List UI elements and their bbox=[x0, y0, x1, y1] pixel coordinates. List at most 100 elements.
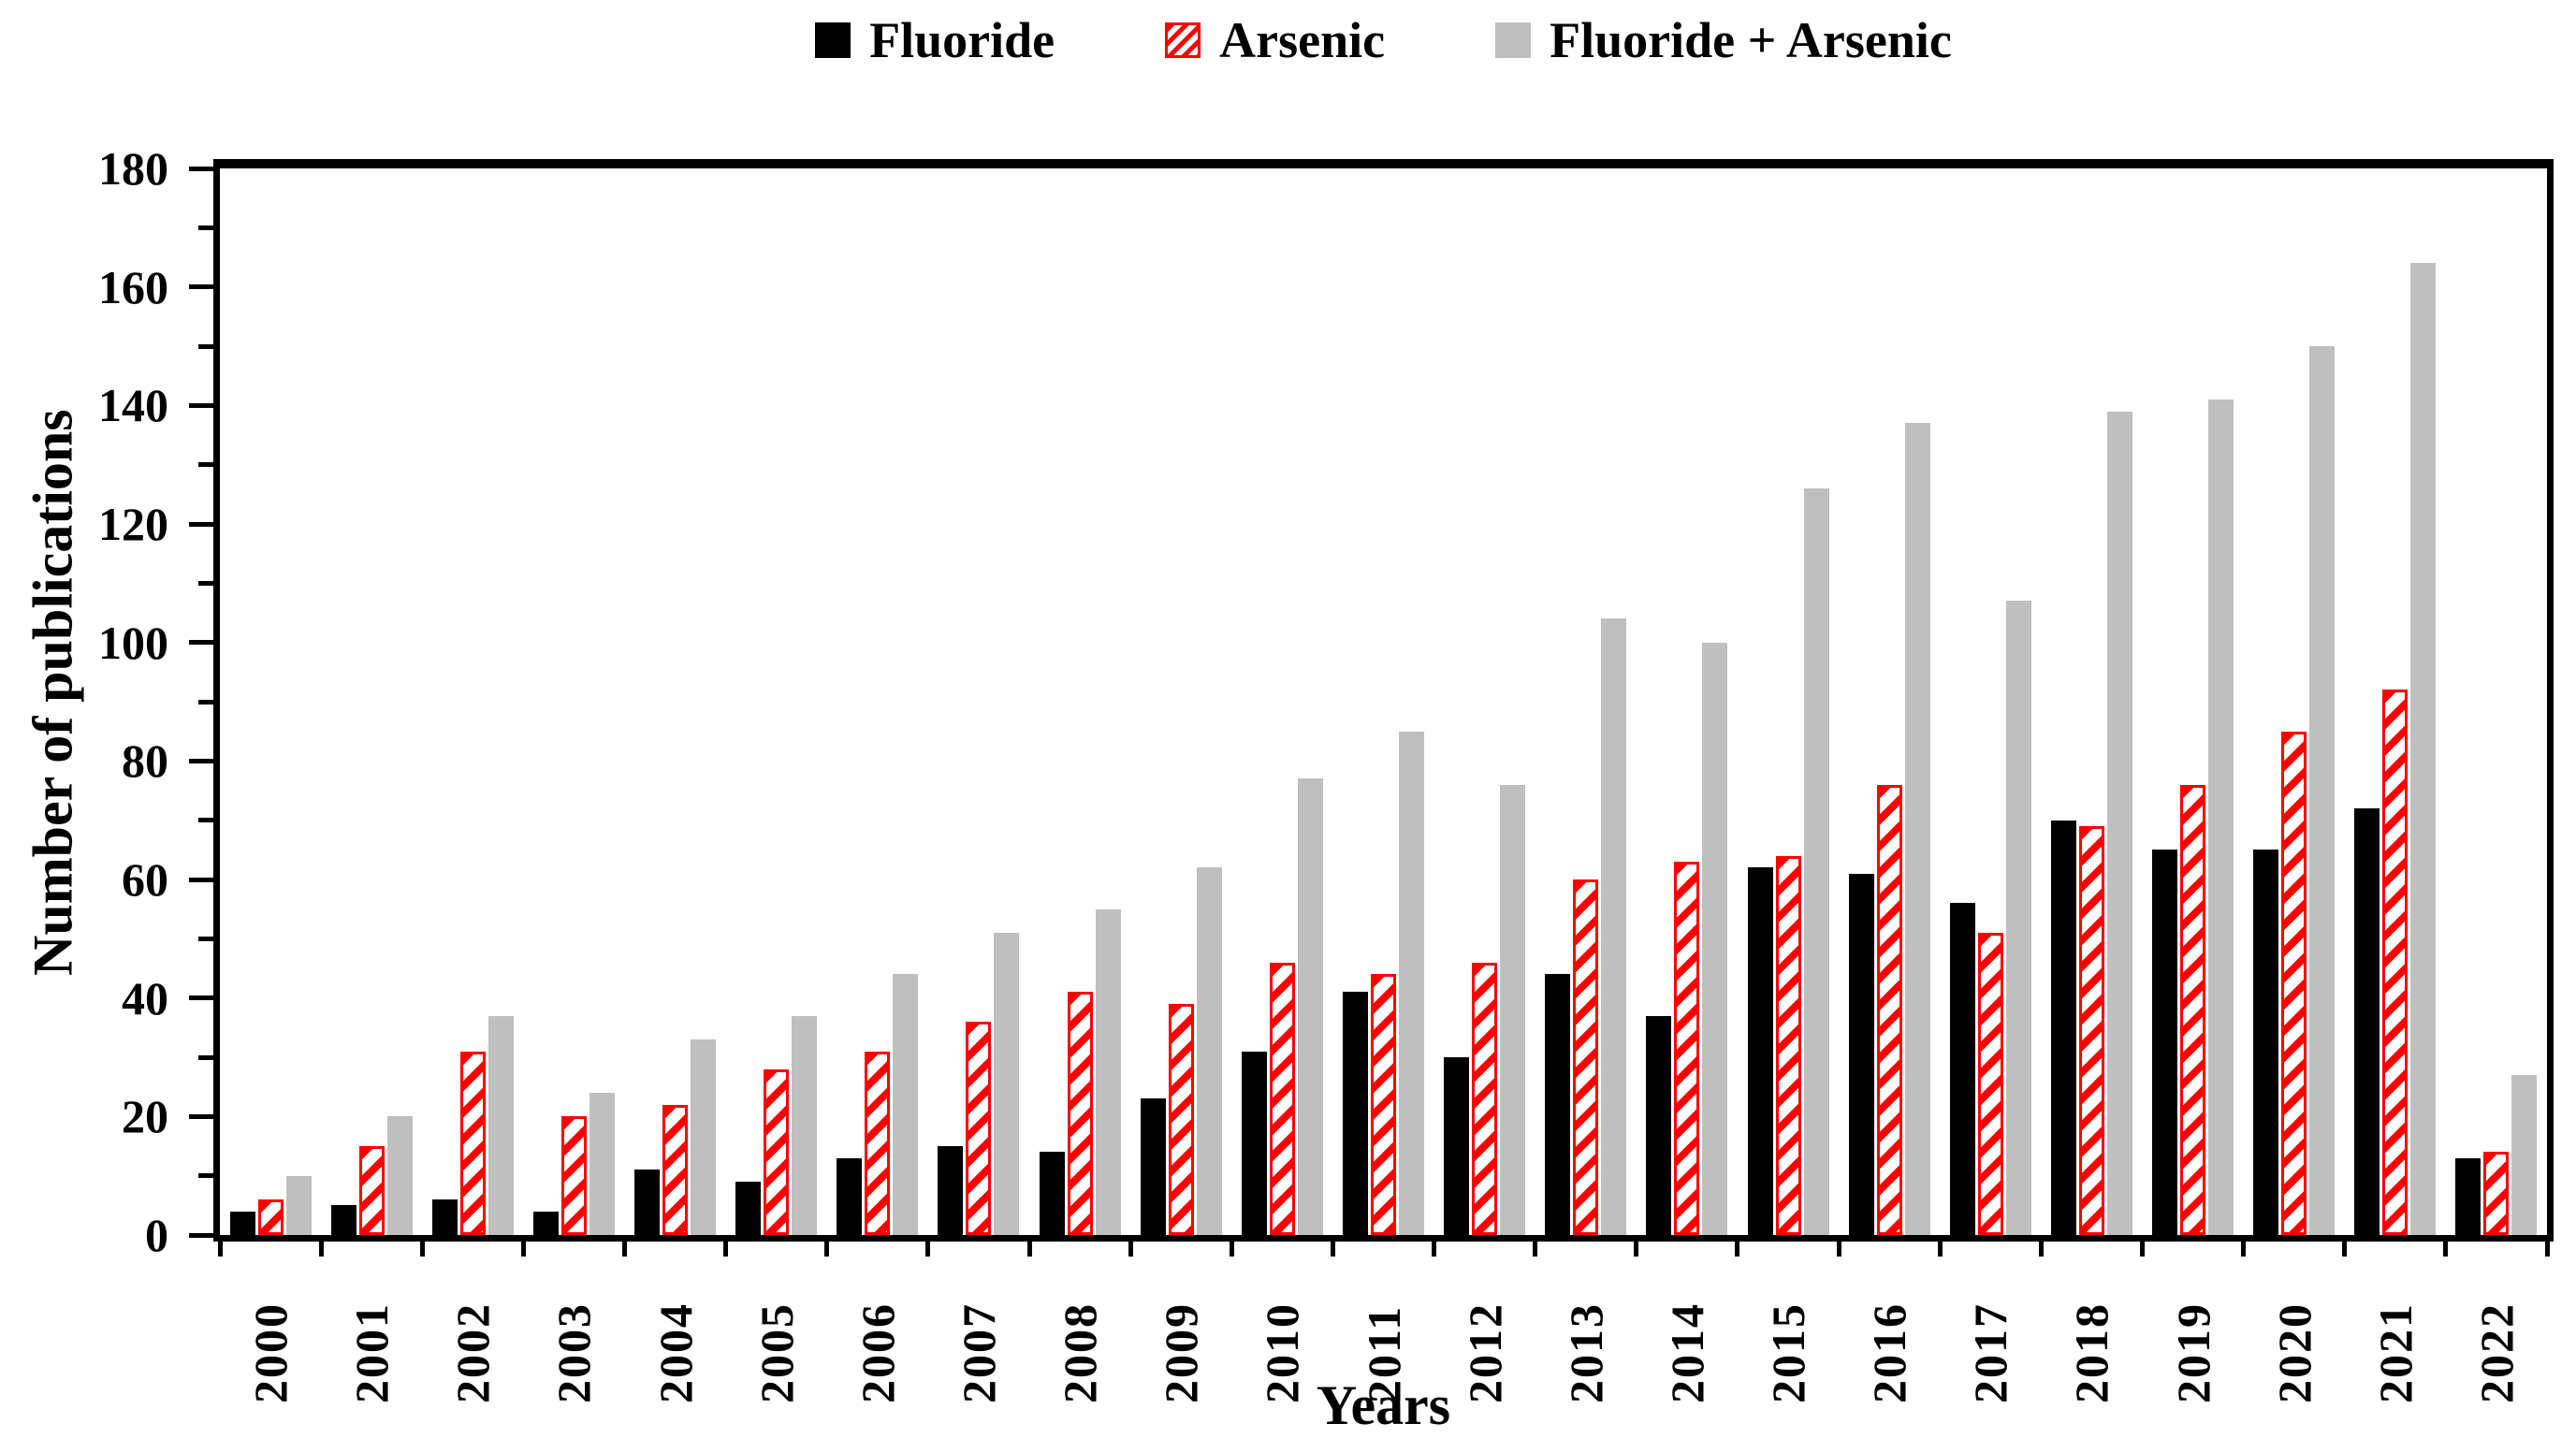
bar-arsenic-2012 bbox=[1472, 962, 1498, 1235]
y-axis-minor-tick bbox=[198, 462, 213, 468]
bar-arsenic-2016 bbox=[1876, 784, 1902, 1235]
bar-arsenic-2017 bbox=[1977, 933, 2003, 1235]
y-axis-minor-tick bbox=[198, 936, 213, 941]
bar-fluoride-2020 bbox=[2253, 850, 2279, 1235]
bar-fluoride-arsenic-2014 bbox=[1702, 642, 1728, 1235]
bar-arsenic-2010 bbox=[1269, 962, 1295, 1235]
bar-fluoride-2008 bbox=[1039, 1152, 1065, 1235]
bar-arsenic-2011 bbox=[1371, 974, 1396, 1235]
bar-fluoride-2010 bbox=[1241, 1051, 1267, 1235]
x-axis-tick bbox=[2544, 1242, 2550, 1257]
x-axis-tick bbox=[419, 1242, 425, 1257]
y-tick-label: 0 bbox=[145, 1209, 168, 1261]
legend-label: Fluoride + Arsenic bbox=[1550, 12, 1952, 68]
bar-fluoride-2012 bbox=[1444, 1057, 1470, 1235]
bar-fluoride-arsenic-2011 bbox=[1399, 731, 1424, 1235]
bar-arsenic-2020 bbox=[2281, 731, 2307, 1235]
bar-arsenic-2006 bbox=[865, 1051, 891, 1235]
bar-fluoride-2001 bbox=[330, 1205, 357, 1235]
x-axis-tick bbox=[1735, 1242, 1740, 1257]
bar-fluoride-2007 bbox=[938, 1146, 964, 1235]
x-axis-tick bbox=[1330, 1242, 1335, 1257]
bar-fluoride-arsenic-2008 bbox=[1095, 908, 1121, 1235]
bar-fluoride-arsenic-2006 bbox=[893, 974, 919, 1235]
legend: Fluoride Arsenic Fluoride + Arsenic bbox=[213, 15, 2554, 65]
x-axis-tick bbox=[1128, 1242, 1133, 1257]
bar-fluoride-2006 bbox=[837, 1157, 863, 1235]
bar-arsenic-2005 bbox=[764, 1068, 790, 1235]
y-tick-label: 80 bbox=[122, 734, 168, 788]
x-axis-tick bbox=[2139, 1242, 2145, 1257]
bar-fluoride-arsenic-2004 bbox=[691, 1039, 717, 1235]
bar-fluoride-2013 bbox=[1545, 974, 1571, 1235]
bar-fluoride-arsenic-2017 bbox=[2005, 601, 2031, 1235]
y-axis-major-tick bbox=[189, 166, 213, 171]
x-axis-tick bbox=[2038, 1242, 2044, 1257]
y-axis-minor-tick bbox=[198, 580, 213, 586]
x-axis-tick bbox=[1533, 1242, 1538, 1257]
bar-fluoride-2002 bbox=[431, 1199, 458, 1235]
bar-arsenic-2009 bbox=[1168, 1004, 1194, 1235]
bar-fluoride-arsenic-2010 bbox=[1297, 778, 1323, 1235]
y-tick-label: 180 bbox=[98, 142, 168, 195]
bar-fluoride-arsenic-2013 bbox=[1601, 618, 1627, 1235]
x-axis-tick bbox=[2342, 1242, 2348, 1257]
y-axis-major-tick bbox=[189, 1232, 213, 1238]
x-axis-tick bbox=[1432, 1242, 1437, 1257]
bar-arsenic-2013 bbox=[1573, 879, 1599, 1235]
bar-fluoride-arsenic-2020 bbox=[2309, 346, 2336, 1235]
bar-fluoride-2009 bbox=[1140, 1098, 1166, 1235]
y-axis-minor-tick bbox=[198, 225, 213, 230]
y-axis-minor-tick bbox=[198, 343, 213, 349]
bar-fluoride-arsenic-2007 bbox=[994, 933, 1020, 1235]
legend-label: Fluoride bbox=[869, 12, 1055, 68]
x-axis-tick bbox=[925, 1242, 931, 1257]
bar-arsenic-2008 bbox=[1067, 992, 1093, 1235]
bar-fluoride-arsenic-2003 bbox=[589, 1093, 615, 1235]
bar-arsenic-2021 bbox=[2382, 690, 2409, 1235]
bar-fluoride-2018 bbox=[2050, 820, 2076, 1235]
bar-arsenic-2000 bbox=[257, 1199, 284, 1235]
y-axis-major-tick bbox=[189, 521, 213, 527]
bar-arsenic-2001 bbox=[358, 1146, 385, 1235]
x-axis-tick bbox=[1634, 1242, 1639, 1257]
x-axis-tick bbox=[1937, 1242, 1943, 1257]
bar-arsenic-2022 bbox=[2483, 1152, 2510, 1235]
y-tick-label: 120 bbox=[98, 498, 168, 550]
bar-fluoride-2003 bbox=[532, 1211, 559, 1235]
legend-swatch-fluoride bbox=[815, 22, 851, 58]
x-axis-tick bbox=[1026, 1242, 1032, 1257]
bar-fluoride-2005 bbox=[735, 1182, 762, 1235]
legend-swatch-arsenic bbox=[1165, 22, 1201, 58]
bar-fluoride-2019 bbox=[2152, 850, 2178, 1235]
plot-area: 0 20 40 60 80 100 120 140 160 180 2000 2001 2002 2003… bbox=[98, 142, 2554, 1403]
y-axis-minor-tick bbox=[198, 699, 213, 705]
x-axis-tick bbox=[2241, 1242, 2247, 1257]
legend-item-fluoride: Fluoride bbox=[815, 15, 1055, 65]
x-axis-tick bbox=[2443, 1242, 2449, 1257]
y-axis-major-tick bbox=[189, 1113, 213, 1119]
y-tick-label: 20 bbox=[122, 1090, 168, 1143]
y-axis-major-tick bbox=[189, 640, 213, 646]
x-axis-tick bbox=[318, 1242, 324, 1257]
bar-fluoride-2014 bbox=[1646, 1015, 1672, 1235]
x-axis-tick bbox=[217, 1242, 223, 1257]
bar-fluoride-2016 bbox=[1848, 873, 1874, 1235]
bar-fluoride-arsenic-2000 bbox=[285, 1175, 312, 1235]
x-axis-title: Years bbox=[1316, 1374, 1451, 1436]
bar-fluoride-arsenic-2005 bbox=[792, 1015, 818, 1235]
x-axis-tick bbox=[824, 1242, 830, 1257]
bar-fluoride-arsenic-2012 bbox=[1500, 784, 1526, 1235]
legend-swatch-fluoride-arsenic bbox=[1495, 22, 1532, 58]
y-tick-label: 140 bbox=[98, 379, 168, 432]
y-tick-label: 100 bbox=[98, 616, 168, 669]
bar-fluoride-2022 bbox=[2455, 1157, 2481, 1235]
y-tick-label: 160 bbox=[98, 260, 168, 313]
bar-arsenic-2002 bbox=[459, 1051, 486, 1235]
bar-fluoride-2015 bbox=[1747, 867, 1773, 1235]
bar-arsenic-2004 bbox=[662, 1104, 689, 1235]
x-axis-tick bbox=[622, 1242, 628, 1257]
bar-fluoride-arsenic-2018 bbox=[2106, 411, 2132, 1235]
bar-fluoride-2011 bbox=[1343, 992, 1368, 1235]
